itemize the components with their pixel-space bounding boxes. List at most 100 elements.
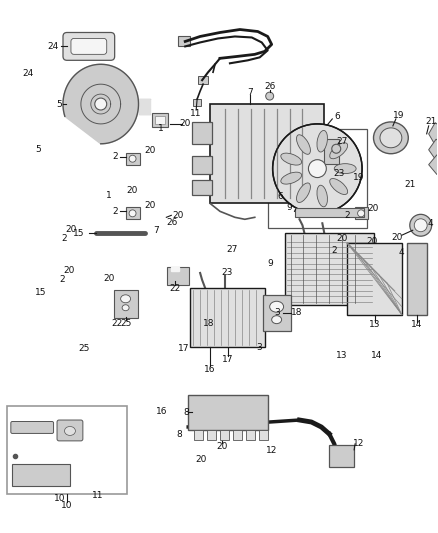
Text: 26: 26 (264, 82, 276, 91)
Text: 12: 12 (353, 439, 365, 448)
Text: 6: 6 (334, 112, 340, 122)
Text: 12: 12 (265, 446, 277, 455)
Ellipse shape (273, 124, 362, 213)
Ellipse shape (308, 160, 326, 177)
FancyBboxPatch shape (263, 295, 290, 330)
Text: 26: 26 (166, 217, 178, 227)
Text: 13: 13 (336, 351, 347, 360)
FancyBboxPatch shape (192, 180, 212, 196)
Text: 20: 20 (65, 225, 77, 234)
FancyBboxPatch shape (155, 116, 165, 124)
FancyBboxPatch shape (167, 267, 189, 285)
Text: 7: 7 (247, 87, 253, 96)
Ellipse shape (334, 164, 356, 174)
Ellipse shape (281, 172, 302, 184)
Text: 9: 9 (268, 259, 273, 268)
Text: 15: 15 (73, 229, 85, 238)
Wedge shape (429, 139, 438, 160)
Text: 20: 20 (367, 204, 379, 213)
Text: 11: 11 (92, 491, 104, 500)
Text: 1: 1 (106, 190, 112, 199)
Text: 24: 24 (47, 42, 59, 51)
FancyBboxPatch shape (198, 76, 208, 84)
Text: 10: 10 (61, 501, 73, 510)
Ellipse shape (129, 210, 136, 217)
Text: 9: 9 (287, 203, 293, 212)
Text: 19: 19 (393, 111, 405, 120)
FancyBboxPatch shape (210, 104, 324, 204)
Text: 18: 18 (291, 308, 302, 317)
FancyBboxPatch shape (285, 233, 374, 305)
Text: 16: 16 (204, 365, 216, 374)
Text: 18: 18 (203, 319, 214, 328)
Text: 2: 2 (60, 275, 65, 284)
Text: 25: 25 (120, 319, 131, 328)
FancyBboxPatch shape (207, 430, 216, 440)
FancyBboxPatch shape (57, 420, 83, 441)
FancyBboxPatch shape (178, 36, 190, 46)
Wedge shape (429, 123, 438, 145)
Ellipse shape (332, 144, 341, 153)
FancyBboxPatch shape (294, 208, 364, 217)
Ellipse shape (122, 305, 129, 311)
Text: 2: 2 (332, 246, 337, 255)
Text: 23: 23 (334, 169, 345, 178)
FancyBboxPatch shape (407, 243, 427, 314)
Text: 20: 20 (195, 455, 206, 464)
Text: 27: 27 (226, 245, 238, 254)
Text: 5: 5 (56, 100, 62, 109)
Ellipse shape (120, 295, 131, 303)
FancyBboxPatch shape (7, 406, 127, 494)
Text: 4: 4 (428, 219, 434, 228)
Text: 23: 23 (221, 268, 233, 277)
Ellipse shape (330, 179, 348, 195)
Text: 20: 20 (63, 266, 74, 275)
Text: 11: 11 (191, 109, 202, 118)
Text: 22: 22 (111, 319, 122, 328)
FancyBboxPatch shape (11, 422, 53, 433)
Text: 20: 20 (104, 273, 115, 282)
Ellipse shape (414, 219, 427, 232)
FancyBboxPatch shape (347, 243, 402, 314)
Ellipse shape (64, 426, 75, 435)
Text: 21: 21 (404, 180, 415, 189)
FancyBboxPatch shape (71, 38, 107, 54)
FancyBboxPatch shape (220, 430, 229, 440)
Ellipse shape (317, 131, 328, 152)
FancyBboxPatch shape (194, 430, 203, 440)
Text: 13: 13 (369, 320, 381, 329)
Text: 20: 20 (367, 237, 378, 246)
Ellipse shape (374, 122, 408, 154)
Ellipse shape (410, 214, 431, 236)
FancyBboxPatch shape (63, 33, 115, 60)
Text: 16: 16 (156, 407, 167, 416)
Text: 20: 20 (216, 442, 228, 451)
Text: 22: 22 (170, 285, 181, 293)
Text: 2: 2 (113, 152, 118, 161)
Text: 2: 2 (62, 234, 67, 243)
Text: 8: 8 (176, 431, 182, 439)
Ellipse shape (95, 98, 107, 110)
Ellipse shape (281, 153, 302, 165)
Ellipse shape (266, 92, 274, 100)
FancyBboxPatch shape (190, 288, 265, 348)
Text: 25: 25 (78, 344, 90, 353)
Text: 27: 27 (336, 138, 348, 146)
Text: 4: 4 (399, 248, 405, 257)
FancyBboxPatch shape (192, 122, 212, 144)
Wedge shape (429, 155, 438, 174)
FancyBboxPatch shape (126, 207, 140, 219)
Text: 17: 17 (222, 355, 234, 364)
Text: 24: 24 (23, 69, 34, 78)
Ellipse shape (272, 316, 282, 324)
Text: 1: 1 (158, 124, 163, 133)
Text: 14: 14 (371, 351, 382, 360)
Ellipse shape (270, 301, 283, 312)
Polygon shape (63, 64, 138, 144)
FancyBboxPatch shape (152, 113, 168, 127)
Polygon shape (171, 267, 179, 271)
Ellipse shape (357, 210, 364, 217)
FancyBboxPatch shape (114, 290, 138, 318)
Ellipse shape (317, 185, 328, 207)
Text: 3: 3 (256, 343, 262, 351)
